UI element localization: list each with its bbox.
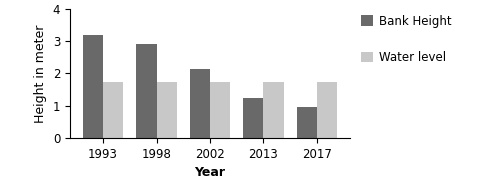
Bar	[317, 82, 338, 138]
Bar	[103, 82, 124, 138]
Bar	[82, 35, 103, 138]
Bar	[210, 82, 231, 138]
Bar	[296, 107, 317, 138]
Bar	[264, 82, 284, 138]
X-axis label: Year: Year	[194, 166, 226, 177]
Bar	[136, 44, 156, 138]
Bar	[243, 98, 264, 138]
Y-axis label: Height in meter: Height in meter	[34, 24, 47, 123]
Legend: Bank Height, Water level: Bank Height, Water level	[358, 12, 454, 67]
Bar	[190, 69, 210, 138]
Bar	[156, 82, 177, 138]
